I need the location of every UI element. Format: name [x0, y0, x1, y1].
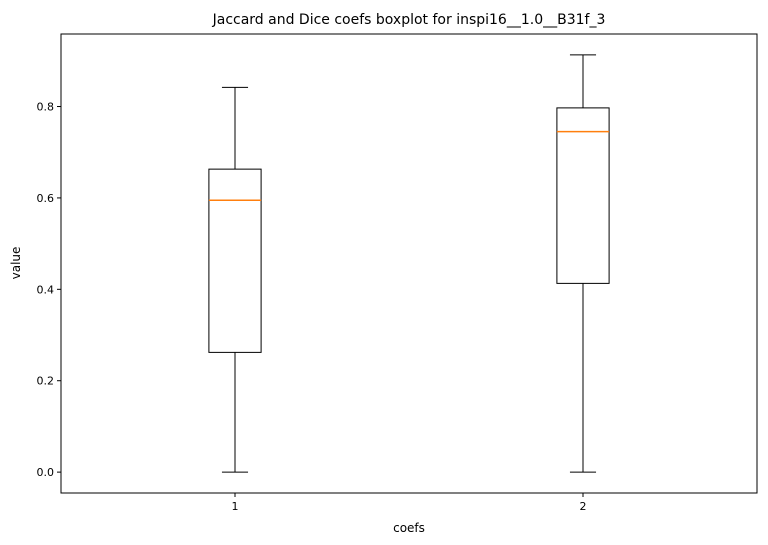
- y-tick-label: 0.8: [37, 101, 55, 114]
- boxes-layer: [208, 54, 610, 473]
- y-tick-label: 0.0: [37, 466, 55, 479]
- y-tick-label: 0.2: [37, 375, 55, 388]
- x-axis-label: coefs: [393, 521, 425, 535]
- x-tick-label: 1: [232, 500, 239, 513]
- chart-title: Jaccard and Dice coefs boxplot for inspi…: [212, 12, 606, 28]
- plot-area-frame: [60, 33, 758, 494]
- y-axis-label: value: [9, 247, 23, 280]
- box-1: [208, 168, 262, 353]
- y-axis: 0.0 0.2 0.4 0.6 0.8: [37, 101, 61, 479]
- x-tick-label: 2: [580, 500, 587, 513]
- y-tick-label: 0.6: [37, 192, 55, 205]
- box-2: [556, 107, 610, 284]
- y-tick-label: 0.4: [37, 283, 55, 296]
